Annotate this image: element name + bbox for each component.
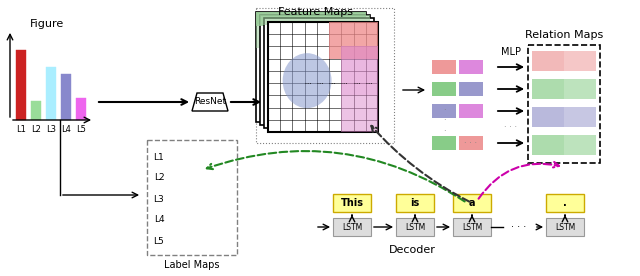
Text: a: a bbox=[468, 198, 476, 208]
Text: L3: L3 bbox=[46, 124, 56, 134]
Bar bbox=[453, 194, 491, 212]
Bar bbox=[333, 218, 371, 236]
Bar bbox=[546, 218, 584, 236]
Bar bbox=[260, 15, 370, 125]
Bar bbox=[396, 218, 434, 236]
Bar bbox=[459, 60, 483, 74]
Bar bbox=[256, 12, 366, 26]
Text: Feature Maps: Feature Maps bbox=[278, 7, 353, 17]
Text: .: . bbox=[563, 198, 567, 208]
Bar bbox=[459, 82, 483, 96]
Bar bbox=[546, 194, 584, 212]
Bar bbox=[532, 79, 564, 99]
Bar bbox=[31, 101, 41, 120]
Ellipse shape bbox=[283, 53, 332, 108]
Text: L1: L1 bbox=[154, 153, 164, 161]
Bar bbox=[171, 149, 231, 165]
Text: LSTM: LSTM bbox=[462, 222, 482, 232]
Bar bbox=[256, 12, 366, 122]
Text: L3: L3 bbox=[154, 195, 164, 203]
Polygon shape bbox=[192, 93, 228, 111]
Bar bbox=[171, 191, 231, 207]
Text: Figure: Figure bbox=[30, 19, 64, 29]
Text: · · ·: · · · bbox=[511, 222, 526, 232]
Bar bbox=[256, 12, 274, 48]
Bar bbox=[432, 136, 456, 150]
Bar bbox=[16, 50, 26, 120]
Text: L5: L5 bbox=[76, 124, 86, 134]
Bar bbox=[532, 135, 564, 155]
Bar bbox=[532, 135, 596, 155]
Text: LSTM: LSTM bbox=[405, 222, 425, 232]
Bar bbox=[432, 82, 456, 96]
Text: is: is bbox=[410, 198, 420, 208]
Bar bbox=[532, 51, 564, 71]
Bar bbox=[171, 233, 231, 249]
Text: L1: L1 bbox=[16, 124, 26, 134]
Text: LSTM: LSTM bbox=[555, 222, 575, 232]
Text: L4: L4 bbox=[154, 216, 164, 224]
Bar bbox=[396, 194, 434, 212]
Bar bbox=[268, 22, 378, 132]
Bar bbox=[341, 46, 378, 95]
Bar bbox=[341, 95, 378, 132]
Bar bbox=[260, 15, 370, 25]
Text: Relation Maps: Relation Maps bbox=[525, 30, 603, 40]
Bar bbox=[256, 8, 394, 143]
Text: L2: L2 bbox=[154, 174, 164, 182]
Text: L2: L2 bbox=[31, 124, 41, 134]
Text: L4: L4 bbox=[61, 124, 71, 134]
Text: This: This bbox=[340, 198, 364, 208]
Bar bbox=[329, 22, 378, 59]
Bar bbox=[171, 212, 231, 228]
Text: Label Maps: Label Maps bbox=[164, 260, 220, 270]
Text: LSTM: LSTM bbox=[342, 222, 362, 232]
Bar bbox=[432, 104, 456, 118]
Bar bbox=[147, 140, 237, 255]
Bar bbox=[459, 136, 483, 150]
Text: · · ·: · · · bbox=[504, 123, 518, 132]
Bar bbox=[256, 12, 366, 24]
Text: L5: L5 bbox=[154, 237, 164, 245]
Bar bbox=[532, 107, 564, 127]
Bar bbox=[528, 45, 600, 163]
Bar bbox=[333, 194, 371, 212]
Bar bbox=[532, 107, 596, 127]
Bar bbox=[532, 51, 596, 71]
Bar bbox=[432, 60, 456, 74]
Text: MLP: MLP bbox=[501, 47, 521, 57]
Bar bbox=[61, 74, 71, 120]
Bar bbox=[453, 218, 491, 236]
Bar bbox=[46, 67, 56, 120]
Bar bbox=[532, 79, 596, 99]
Bar bbox=[76, 98, 86, 120]
Text: Decoder: Decoder bbox=[388, 245, 435, 255]
Bar bbox=[171, 170, 231, 186]
Text: · · ·: · · · bbox=[465, 139, 477, 147]
Bar bbox=[459, 104, 483, 118]
Text: ·
·
·: · · · bbox=[443, 106, 445, 136]
Text: ResNet: ResNet bbox=[194, 97, 226, 107]
Bar bbox=[264, 18, 374, 128]
